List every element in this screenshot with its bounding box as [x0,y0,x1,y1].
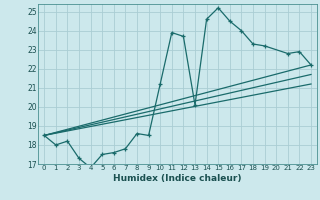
X-axis label: Humidex (Indice chaleur): Humidex (Indice chaleur) [113,174,242,183]
